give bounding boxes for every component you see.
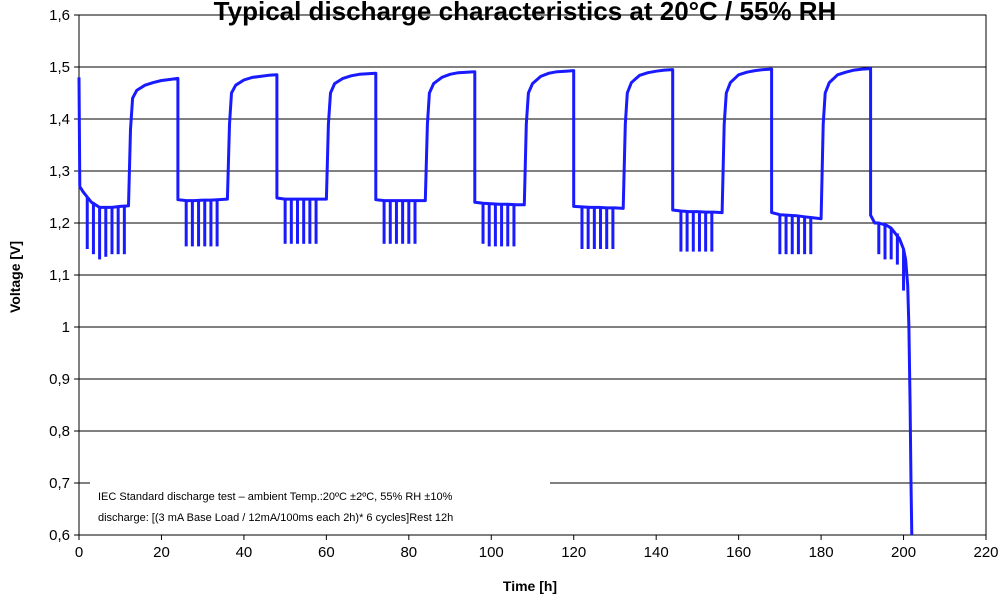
- x-tick-label: 20: [153, 544, 170, 561]
- x-tick-label: 220: [973, 544, 998, 561]
- y-tick-label: 1,6: [49, 7, 70, 24]
- y-tick-label: 1,2: [49, 215, 70, 232]
- annotation-line-2: discharge: [(3 mA Base Load / 12mA/100ms…: [98, 512, 453, 524]
- y-tick-label: 0,9: [49, 371, 70, 388]
- x-tick-label: 160: [726, 544, 751, 561]
- y-tick-label: 1,3: [49, 163, 70, 180]
- series-line: [77, 67, 914, 536]
- annotation-line-1: IEC Standard discharge test – ambient Te…: [98, 491, 453, 503]
- ticks-layer: 0,6 0,7 0,8 0,9 1 1,1 1,2 1,3 1,4 1,5 1,6 0 20 40 60 80…: [49, 7, 998, 561]
- x-tick-label: 200: [891, 544, 916, 561]
- y-tick-label: 1,1: [49, 267, 70, 284]
- axes-layer: [74, 14, 987, 540]
- x-tick-label: 180: [809, 544, 834, 561]
- x-tick-label: 60: [318, 544, 335, 561]
- x-tick-label: 100: [479, 544, 504, 561]
- y-tick-label: 1,5: [49, 59, 70, 76]
- y-axis-label: Voltage [V]: [7, 241, 23, 313]
- annotation-box: [90, 480, 550, 525]
- x-tick-label: 80: [400, 544, 417, 561]
- y-tick-label: 0,8: [49, 423, 70, 440]
- x-tick-label: 120: [561, 544, 586, 561]
- series-layer: [77, 67, 914, 536]
- chart-title: Typical discharge characteristics at 20°…: [214, 0, 837, 26]
- grid-layer: [79, 14, 986, 536]
- y-tick-label: 0,6: [49, 527, 70, 544]
- y-tick-label: 1,4: [49, 111, 70, 128]
- x-axis-label: Time [h]: [503, 578, 557, 594]
- x-tick-label: 140: [644, 544, 669, 561]
- x-tick-label: 40: [236, 544, 253, 561]
- y-tick-label: 0,7: [49, 475, 70, 492]
- plot-frame: [78, 14, 987, 536]
- x-tick-label: 0: [75, 544, 83, 561]
- y-tick-label: 1: [62, 319, 70, 336]
